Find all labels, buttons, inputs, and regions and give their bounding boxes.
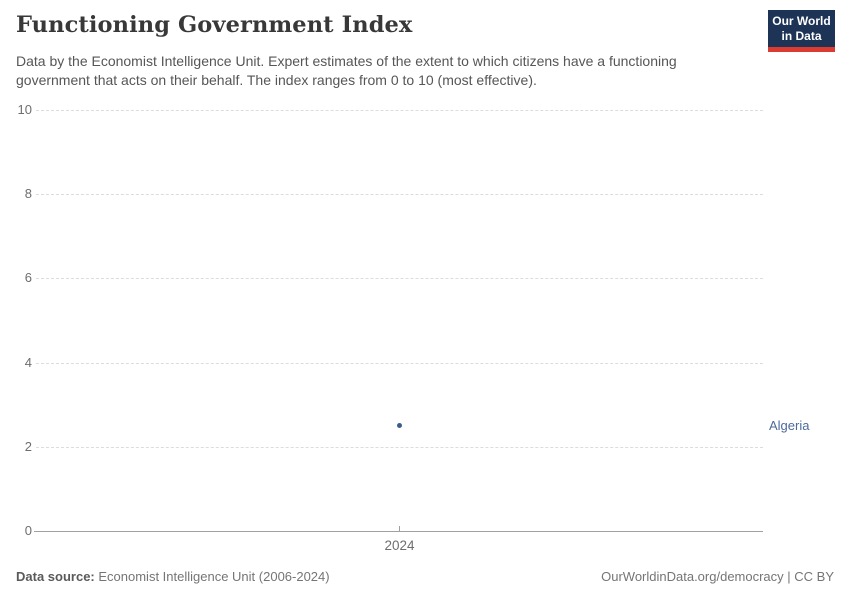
- x-axis-tick: [399, 526, 400, 531]
- owid-logo-line2: in Data: [781, 28, 822, 43]
- y-tick-label: 2: [24, 438, 32, 454]
- y-tick-label: 8: [24, 186, 32, 202]
- data-point-algeria[interactable]: [397, 423, 402, 429]
- x-tick-label: 2024: [384, 538, 415, 553]
- x-axis-line: [34, 531, 763, 532]
- data-source-label: Data source:: [16, 569, 95, 584]
- y-tick-label: 10: [17, 102, 32, 117]
- y-tick-label: 6: [24, 270, 32, 286]
- data-source: Data source: Economist Intelligence Unit…: [16, 569, 330, 584]
- y-gridline: [36, 278, 763, 280]
- footer-link[interactable]: OurWorldinData.org/democracy | CC BY: [601, 569, 834, 584]
- y-tick-label: 0: [24, 523, 32, 538]
- y-tick-label: 4: [24, 354, 32, 370]
- y-gridline: [36, 110, 763, 111]
- y-gridline: [36, 194, 763, 196]
- y-gridline: [36, 362, 763, 364]
- chart-subtitle: Data by the Economist Intelligence Unit.…: [16, 53, 677, 88]
- owid-logo[interactable]: Our World in Data: [768, 10, 835, 52]
- y-gridline: [36, 446, 763, 448]
- series-label-algeria[interactable]: Algeria: [769, 417, 810, 433]
- page-title: Functioning Government Index: [16, 12, 413, 38]
- owid-logo-line1: Our World: [772, 13, 831, 28]
- data-source-text: Economist Intelligence Unit (2006-2024): [94, 569, 330, 584]
